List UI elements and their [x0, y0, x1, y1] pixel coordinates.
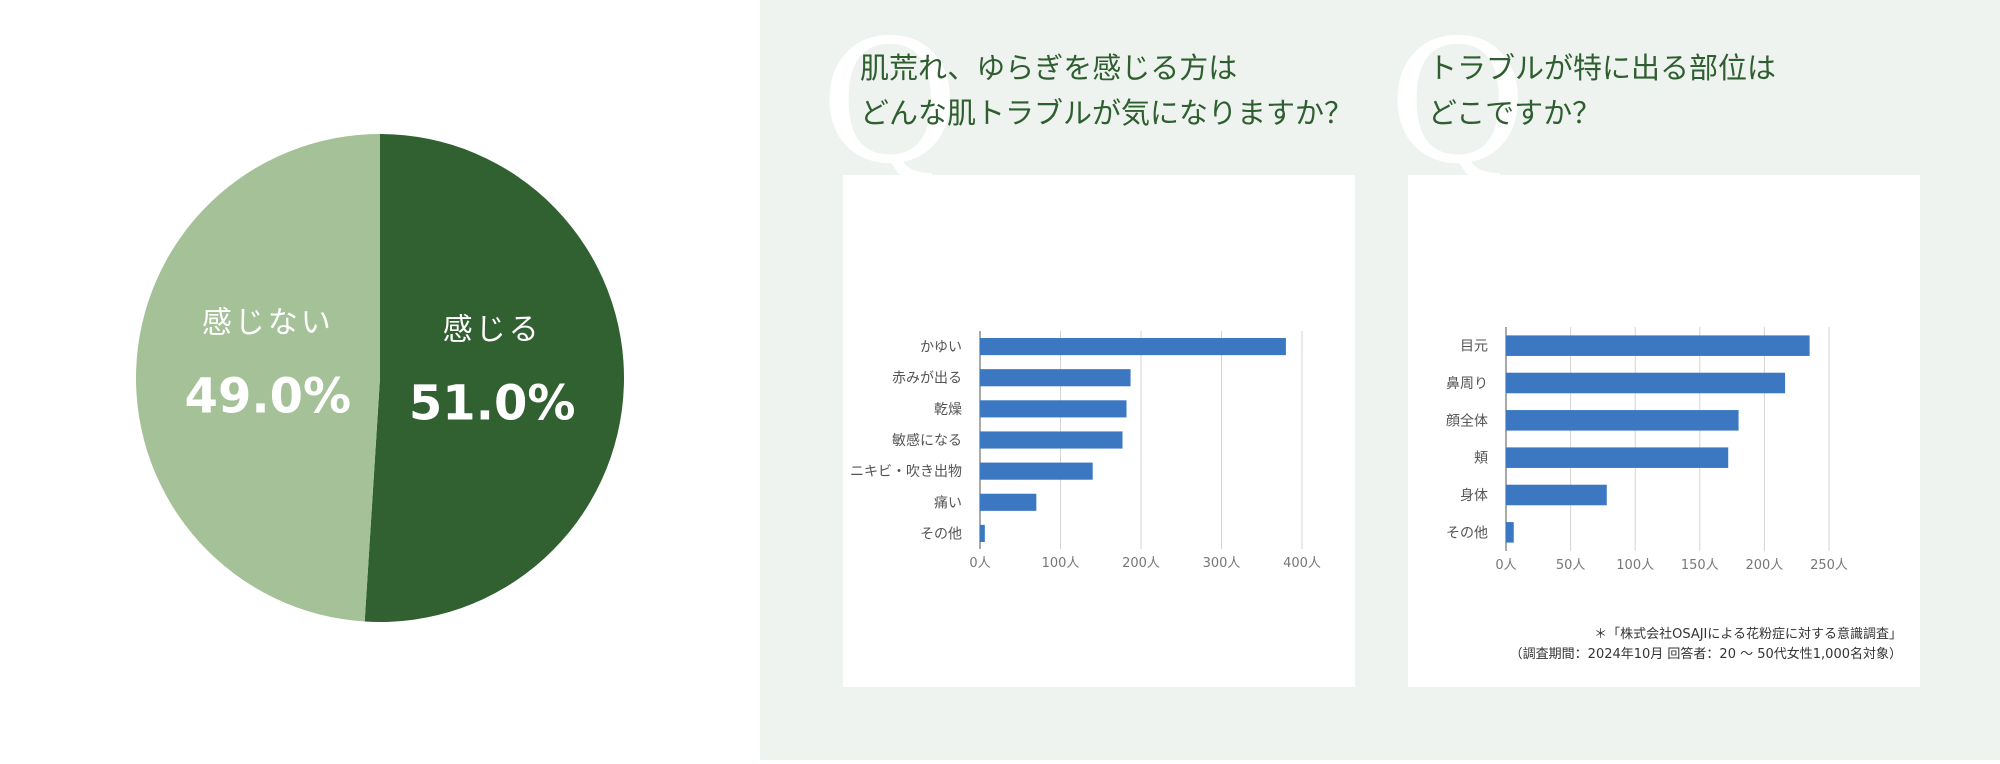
area-bar-5: [1506, 522, 1514, 543]
area-x-tick-2: 100人: [1616, 558, 1654, 573]
area-bar-0: [1506, 335, 1810, 356]
question-2-line-2: どこですか？: [1428, 96, 1602, 130]
question-1-line-2: どんな肌トラブルが気になりますか？: [860, 96, 1354, 130]
area-category-label-2: 顔全体: [1446, 412, 1488, 429]
symptom-bar-0: [980, 338, 1286, 356]
question-1-title: 肌荒れ、ゆらぎを感じる方は どんな肌トラブルが気になりますか？: [860, 46, 1353, 136]
area-x-tick-3: 150人: [1681, 558, 1719, 573]
symptom-bar-chart: 0人 100人 200人 300人 400人 かゆい赤みが出る乾燥敏感になるニキビ・吹き出…: [850, 331, 1321, 571]
pie-slice-label-0: 感じる: [443, 313, 542, 348]
area-x-tick-0: 0人: [1495, 558, 1516, 573]
area-x-tick-4: 200人: [1745, 558, 1783, 573]
area-category-label-3: 頬: [1474, 451, 1488, 467]
symptom-bar-2: [980, 400, 1127, 418]
symptom-category-label-1: 赤みが出る: [892, 371, 962, 387]
symptom-x-tick-0: 0人: [969, 556, 990, 571]
area-bar-1: [1506, 372, 1786, 394]
pie-slice-1: [136, 134, 380, 622]
question-1-line-1: 肌荒れ、ゆらぎを感じる方は: [860, 51, 1238, 85]
area-category-label-0: 目元: [1460, 339, 1488, 355]
symptom-bar-4: [980, 462, 1093, 480]
pie-slice-value-0: 51.0%: [409, 376, 576, 432]
pie-slice-value-1: 49.0%: [185, 368, 352, 424]
symptom-x-tick-1: 100人: [1042, 556, 1080, 571]
symptom-category-label-4: ニキビ・吹き出物: [850, 464, 962, 480]
survey-panel: Q 肌荒れ、ゆらぎを感じる方は どんな肌トラブルが気になりますか？ Q トラブル…: [760, 0, 2000, 760]
area-bar-2: [1506, 410, 1739, 431]
area-x-tick-5: 250人: [1810, 558, 1848, 573]
area-x-tick-1: 50人: [1556, 558, 1586, 573]
pie-slice-0: [364, 134, 625, 622]
area-bar-3: [1506, 447, 1729, 468]
pie-slice-label-1: 感じない: [202, 305, 334, 340]
symptom-category-label-3: 敏感になる: [892, 432, 962, 449]
area-bar-4: [1506, 484, 1607, 506]
symptom-x-tick-4: 400人: [1283, 556, 1321, 571]
survey-note: ＊「株式会社OSAJIによる花粉症に対する意識調査」 （調査期間：2024年10…: [1408, 625, 1920, 665]
symptom-bar-1: [980, 369, 1131, 387]
area-category-label-4: 身体: [1460, 488, 1488, 504]
q-mark-1: Q: [820, 4, 960, 202]
area-category-label-1: 鼻周り: [1446, 375, 1488, 392]
symptom-category-label-6: その他: [920, 526, 962, 542]
symptom-bar-6: [980, 524, 985, 542]
symptom-chart-card: 0人 100人 200人 300人 400人 かゆい赤みが出る乾燥敏感になるニキビ・吹き出…: [843, 175, 1355, 687]
symptom-bar-5: [980, 493, 1037, 511]
area-category-label-5: その他: [1446, 525, 1488, 541]
survey-note-line-2: （調査期間：2024年10月 回答者：20 〜 50代女性1,000名対象）: [1509, 647, 1902, 662]
symptom-x-tick-3: 300人: [1203, 556, 1241, 571]
pie-panel: 感じる 51.0% 感じない 49.0%: [0, 0, 760, 760]
symptom-x-tick-2: 200人: [1122, 556, 1160, 571]
question-2-title: トラブルが特に出る部位は どこですか？: [1428, 46, 1776, 136]
survey-note-line-1: ＊「株式会社OSAJIによる花粉症に対する意識調査」: [1594, 627, 1902, 642]
question-2-line-1: トラブルが特に出る部位は: [1428, 51, 1777, 85]
symptom-category-label-5: 痛い: [934, 494, 962, 511]
symptom-category-label-2: 乾燥: [934, 402, 962, 418]
symptom-category-label-0: かゆい: [920, 340, 962, 356]
symptom-bar-3: [980, 431, 1123, 449]
pie-chart: 感じる 51.0% 感じない 49.0%: [136, 134, 625, 622]
area-chart-card: 0人 50人 100人 150人 200人 250人 目元鼻周り顔全体頬身体その他 ＊「株式…: [1408, 175, 1920, 687]
q-mark-2: Q: [1388, 4, 1528, 202]
